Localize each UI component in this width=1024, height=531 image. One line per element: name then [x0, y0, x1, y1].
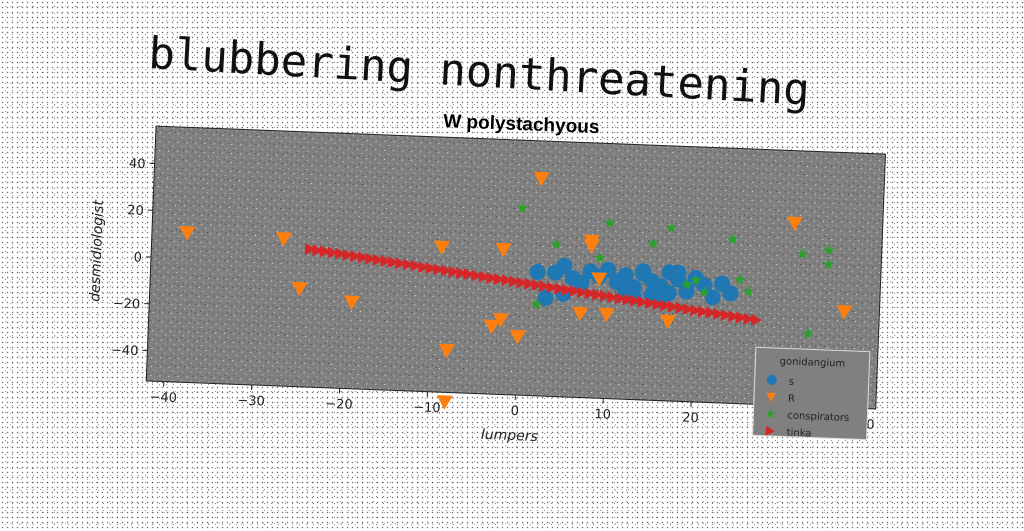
x-tick-label: −20 [325, 397, 353, 413]
x-tick-label: 0 [510, 404, 519, 419]
x-tick-label: 20 [682, 411, 699, 427]
x-tick-label: −30 [237, 393, 265, 409]
x-tick-label: −40 [149, 390, 177, 406]
legend-label: s [788, 377, 794, 388]
x-tick-label: 10 [594, 407, 611, 423]
y-tick-label: 40 [129, 157, 146, 173]
y-tick-label: 20 [127, 203, 144, 219]
x-axis-label: lumpers [481, 427, 539, 445]
legend-label: conspirators [787, 411, 849, 424]
y-tick-label: −20 [112, 296, 140, 312]
legend-label: R [788, 394, 795, 405]
y-tick-label: −40 [111, 343, 139, 359]
y-tick-label: 0 [133, 250, 142, 265]
x-tick-label: −10 [413, 400, 441, 416]
chart-title: W polystachyous [443, 111, 600, 138]
y-axis-label: desmidiologist [87, 199, 107, 302]
legend-label: tinka [786, 428, 811, 440]
